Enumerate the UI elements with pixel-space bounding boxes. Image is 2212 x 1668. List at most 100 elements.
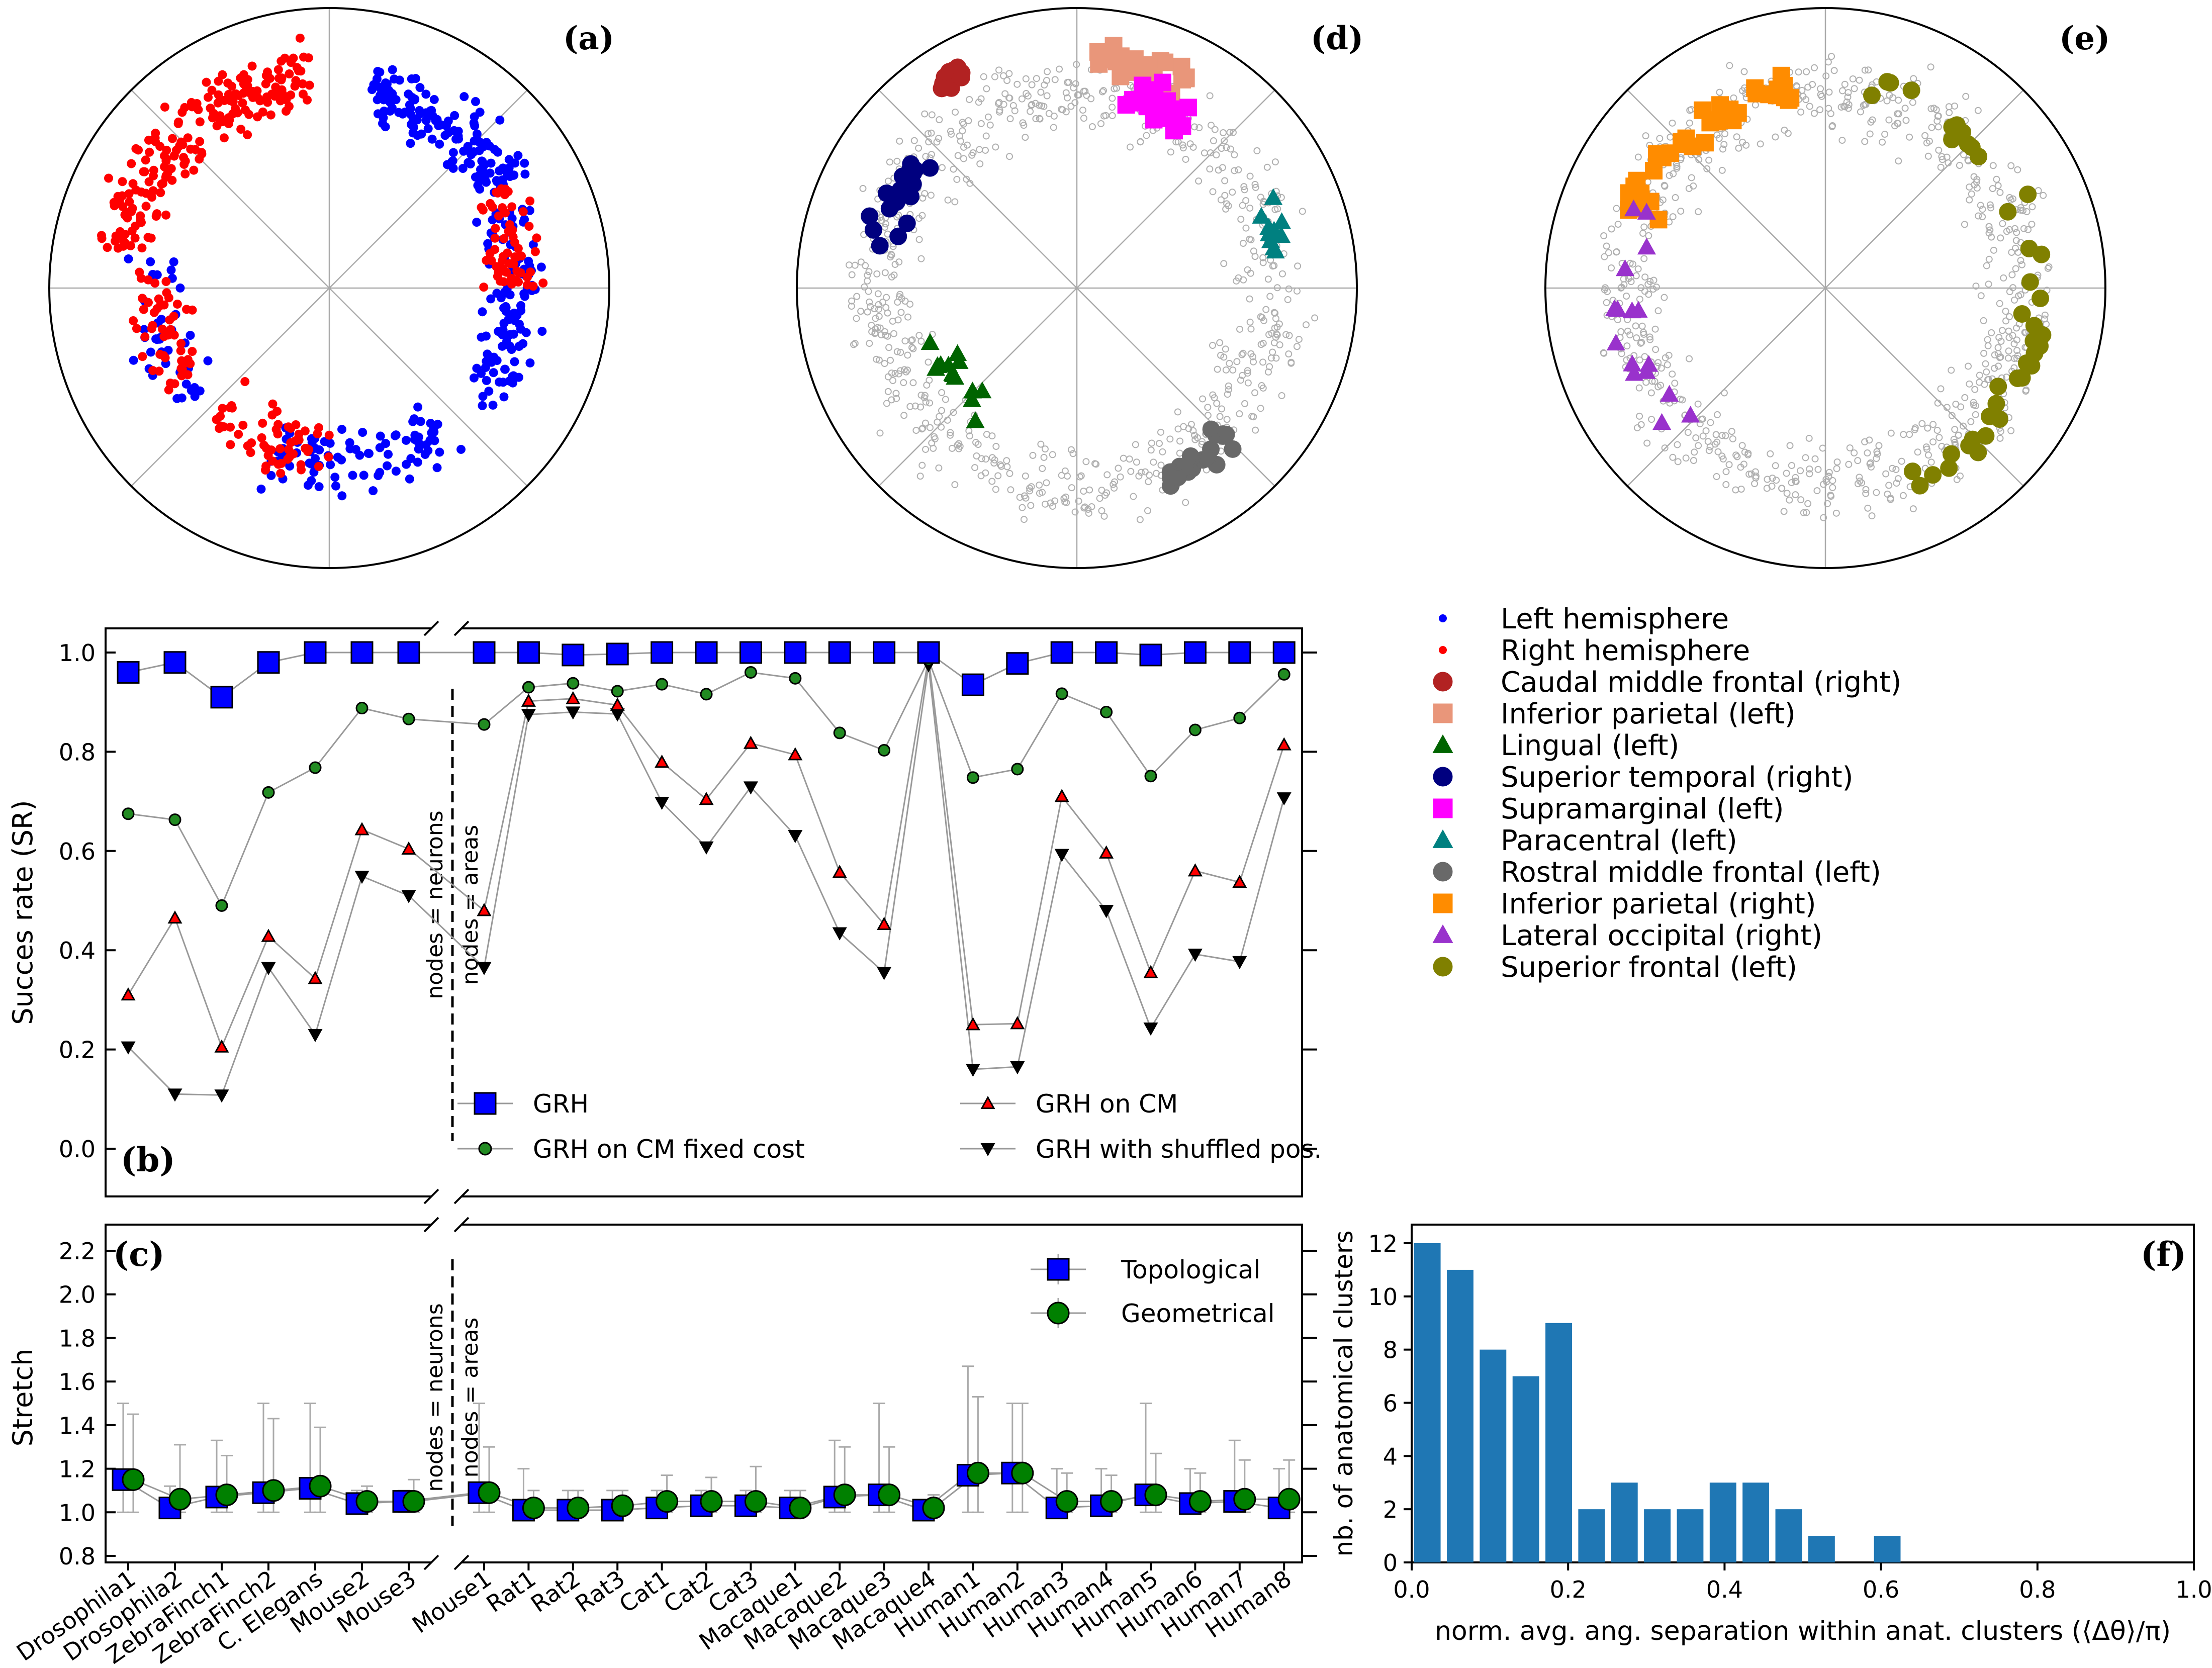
background-node: [950, 409, 957, 416]
y-tick-label: 1.2: [59, 1456, 96, 1483]
background-node: [1973, 184, 1981, 192]
background-node: [1889, 465, 1896, 472]
background-node: [992, 143, 999, 151]
legend-marker: [1432, 924, 1453, 943]
histogram-bar: [1611, 1482, 1638, 1562]
node-point: [464, 158, 473, 167]
node-point: [469, 373, 479, 383]
node-point: [224, 89, 233, 99]
background-node: [1824, 500, 1831, 507]
background-node: [1176, 449, 1183, 457]
background-node: [882, 220, 889, 228]
data-point: [965, 1063, 980, 1077]
y-axis-label: nb. of anatomical clusters: [1329, 1230, 1358, 1556]
background-node: [1802, 454, 1809, 461]
background-node: [1252, 426, 1259, 434]
axis-break: [453, 1188, 470, 1204]
background-node: [1641, 353, 1648, 360]
background-node: [1242, 197, 1250, 204]
node-point: [423, 124, 433, 133]
background-node: [881, 269, 889, 276]
cluster-node: [1128, 93, 1146, 111]
background-node: [1120, 454, 1127, 462]
background-node: [1262, 306, 1270, 313]
background-node: [1994, 344, 2002, 351]
background-node: [992, 486, 999, 493]
background-node: [1199, 438, 1206, 445]
node-point: [458, 164, 468, 173]
node-point: [273, 65, 283, 74]
background-node: [1849, 75, 1857, 82]
legend-marker: [1433, 957, 1453, 977]
background-node: [1209, 188, 1217, 196]
background-node: [875, 356, 883, 364]
node-point: [516, 324, 525, 334]
y-tick-label: 1.8: [59, 1325, 96, 1352]
data-point: [350, 641, 374, 664]
node-point: [326, 460, 335, 470]
background-node: [1627, 278, 1635, 286]
background-node: [908, 336, 916, 344]
cluster-node: [1272, 226, 1291, 243]
cluster-node: [1624, 199, 1643, 217]
data-point: [1143, 1023, 1158, 1036]
node-point: [514, 373, 523, 382]
background-node: [1646, 333, 1653, 341]
background-node: [902, 368, 910, 376]
node-point: [104, 173, 114, 183]
node-point: [295, 33, 305, 43]
cluster-node: [1179, 99, 1197, 117]
node-point: [273, 429, 283, 439]
background-node: [1898, 457, 1905, 465]
node-point: [236, 73, 245, 83]
background-node: [1715, 135, 1723, 142]
background-node: [1249, 353, 1257, 360]
background-node: [1071, 99, 1079, 107]
background-node: [1285, 332, 1293, 339]
background-node: [2011, 244, 2019, 252]
background-node: [1728, 428, 1735, 435]
y-tick-label: 0: [1383, 1549, 1398, 1577]
background-node: [1224, 391, 1231, 398]
background-node: [1045, 110, 1053, 117]
node-point: [330, 473, 340, 482]
background-node: [1007, 486, 1015, 494]
node-point: [368, 486, 378, 496]
background-node: [1811, 455, 1819, 462]
background-node: [1623, 293, 1630, 300]
data-point: [1232, 956, 1247, 969]
node-point: [175, 141, 185, 150]
node-point: [173, 119, 183, 128]
data-point: [477, 903, 492, 916]
data-point: [961, 673, 984, 696]
cluster-node: [1769, 80, 1787, 99]
background-node: [1985, 223, 1993, 230]
background-node: [1803, 68, 1810, 75]
background-node: [2024, 226, 2032, 233]
node-point: [398, 109, 408, 119]
data-point: [606, 642, 629, 666]
background-node: [1020, 122, 1028, 129]
node-point: [247, 61, 257, 71]
background-node: [1229, 189, 1236, 196]
background-node: [2000, 274, 2007, 282]
histogram-bar: [1874, 1536, 1901, 1562]
background-node: [886, 158, 893, 166]
node-point: [359, 471, 368, 480]
node-point: [337, 425, 347, 434]
background-node: [1156, 440, 1163, 447]
legend-marker: [1439, 646, 1447, 654]
background-node: [1768, 483, 1776, 490]
legend-label: Paracentral (left): [1501, 824, 1737, 857]
background-node: [895, 293, 903, 301]
legend-marker: [980, 1095, 995, 1109]
background-node: [1990, 246, 1997, 254]
node-point: [475, 146, 484, 155]
background-node: [1096, 495, 1103, 502]
background-node: [1269, 262, 1276, 270]
background-node: [1951, 438, 1959, 446]
node-point: [176, 346, 186, 355]
data-point: [117, 661, 140, 684]
background-node: [1639, 230, 1647, 237]
legend-label: Rostral middle frontal (left): [1501, 856, 1881, 889]
